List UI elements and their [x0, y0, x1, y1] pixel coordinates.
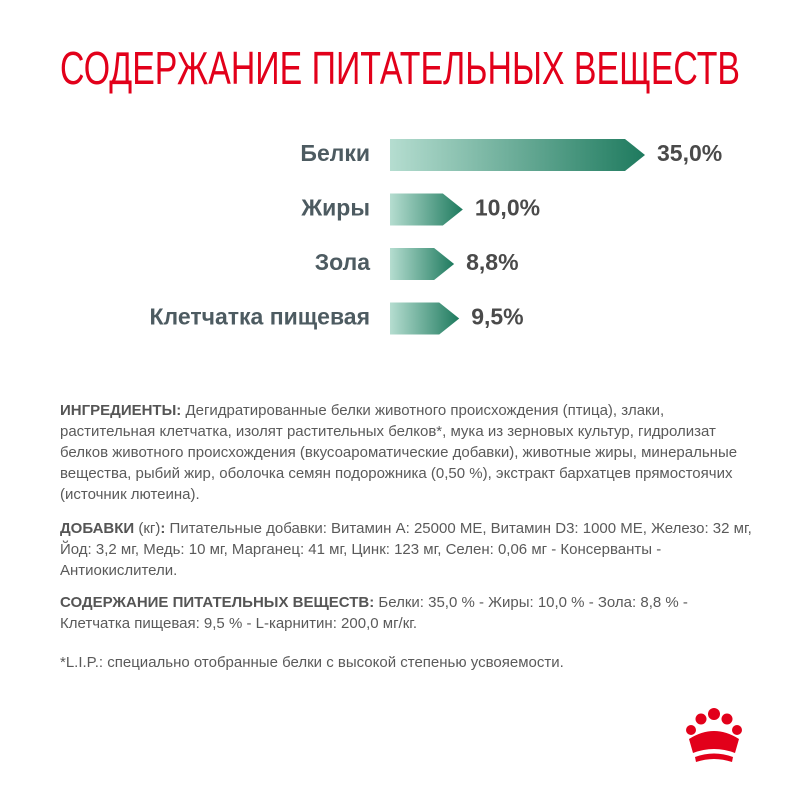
value-label: 8,8%	[466, 249, 518, 275]
bar	[390, 193, 463, 226]
ingredients-label: ИНГРЕДИЕНТЫ:	[60, 402, 182, 419]
ingredients-text: Дегидратированные белки животного происх…	[60, 402, 738, 503]
category-label: Клетчатка пищевая	[150, 304, 370, 330]
bar	[390, 302, 460, 335]
nutrients-text: Белки: 35,0 % - Жиры: 10,0 % - Зола: 8,8…	[60, 594, 688, 632]
additives: ДОБАВКИ (кг): Питательные добавки: Витам…	[60, 518, 760, 581]
value-label: 35,0%	[657, 140, 722, 166]
additives-colon: :	[160, 520, 166, 537]
ingredients: ИНГРЕДИЕНТЫ: Дегидратированные белки жив…	[60, 400, 760, 505]
additives-note: (кг)	[138, 520, 161, 537]
footnote: *L.I.P.: специально отобранные белки с в…	[60, 654, 564, 671]
additives-label: ДОБАВКИ	[60, 520, 135, 537]
nutrients-label: СОДЕРЖАНИЕ ПИТАТЕЛЬНЫХ ВЕЩЕСТВ:	[60, 594, 375, 611]
bar	[390, 248, 455, 280]
value-label: 9,5%	[471, 304, 523, 330]
nutrients: СОДЕРЖАНИЕ ПИТАТЕЛЬНЫХ ВЕЩЕСТВ: Белки: 3…	[60, 592, 760, 634]
additives-text: Питательные добавки: Витамин А: 25000 МЕ…	[60, 520, 752, 579]
logo	[686, 708, 742, 762]
category-label: Зола	[315, 249, 370, 275]
value-label: 10,0%	[475, 195, 540, 221]
bar	[390, 139, 645, 171]
category-label: Белки	[300, 140, 370, 166]
category-label: Жиры	[300, 195, 370, 221]
chart-title: СОДЕРЖАНИЕ ПИТАТЕЛЬНЫХ ВЕЩЕСТВ	[60, 42, 740, 94]
